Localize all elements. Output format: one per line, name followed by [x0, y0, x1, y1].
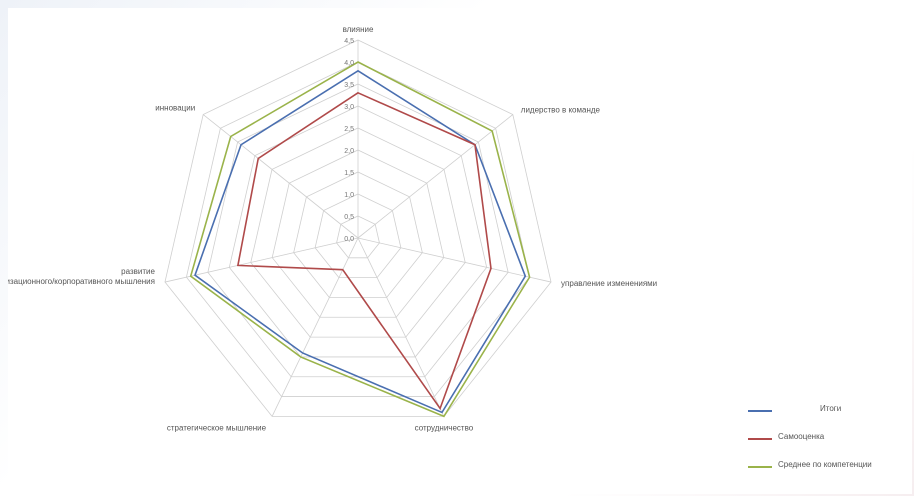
legend-item-self: Самооценка — [740, 426, 910, 454]
legend-item-itogi: Итоги — [740, 398, 910, 426]
grid-ring — [271, 149, 445, 318]
axis-label: управление изменениями — [561, 279, 657, 288]
series-line-2 — [189, 61, 531, 418]
axis-label: организационного/корпоративного мышления — [8, 277, 155, 286]
grid-ring — [314, 193, 402, 279]
legend-label-self: Самооценка — [778, 432, 825, 441]
legend-label-avg: Среднее по компетенции — [778, 460, 872, 469]
grid-ring — [336, 215, 380, 259]
tick-label: 4,0 — [344, 60, 354, 67]
axis-label: развитие — [121, 267, 155, 276]
axis-label: лидерство в команде — [521, 106, 601, 115]
radar-axis-labels: влияние лидерство в команде управление изм… — [0, 25, 657, 432]
grid-ring — [293, 171, 423, 298]
legend-swatch-self — [748, 438, 772, 440]
tick-label: 2,0 — [344, 148, 354, 155]
grid-ring — [228, 105, 488, 358]
legend-swatch-avg — [748, 466, 772, 468]
tick-label: 1,5 — [344, 170, 354, 177]
series-line-1 — [236, 91, 492, 411]
spoke — [271, 237, 359, 417]
spoke — [357, 237, 445, 417]
series-line-0 — [194, 69, 527, 414]
plot-area: 0,0 0,5 1,0 1,5 2,0 2,5 3,0 3,5 4,0 4,5 влияние ли… — [0, 8, 912, 494]
radar-chart: 0,0 0,5 1,0 1,5 2,0 2,5 3,0 3,5 4,0 4,5 влияние ли… — [0, 25, 657, 432]
tick-label: 0,0 — [344, 236, 354, 243]
radar-grid — [164, 39, 552, 417]
tick-label: 3,0 — [344, 104, 354, 111]
axis-label: инновации — [155, 104, 195, 113]
legend-swatch-itogi — [748, 410, 772, 412]
tick-label: 2,5 — [344, 126, 354, 133]
radar-spokes — [164, 40, 552, 417]
axis-label: стратегическое мышление — [167, 423, 267, 432]
spoke — [357, 114, 514, 239]
tick-label: 3,5 — [344, 82, 354, 89]
axis-label: сотрудничество — [415, 423, 474, 432]
tick-label: 1,0 — [344, 192, 354, 199]
grid-ring — [250, 127, 466, 338]
radar-tick-labels: 0,0 0,5 1,0 1,5 2,0 2,5 3,0 3,5 4,0 4,5 — [344, 38, 354, 243]
spoke — [164, 237, 359, 283]
grid-ring — [164, 39, 552, 417]
spoke — [357, 237, 552, 283]
legend-item-avg: Среднее по компетенции — [740, 454, 910, 482]
legend-label-itogi: Итоги — [820, 404, 842, 413]
tick-label: 0,5 — [344, 214, 354, 221]
axis-label: влияние — [343, 25, 374, 34]
radar-series — [189, 61, 531, 418]
tick-label: 4,5 — [344, 38, 354, 45]
grid-ring — [185, 61, 531, 397]
legend: Итоги Самооценка Среднее по компетенции — [740, 398, 910, 482]
spoke — [202, 114, 359, 239]
